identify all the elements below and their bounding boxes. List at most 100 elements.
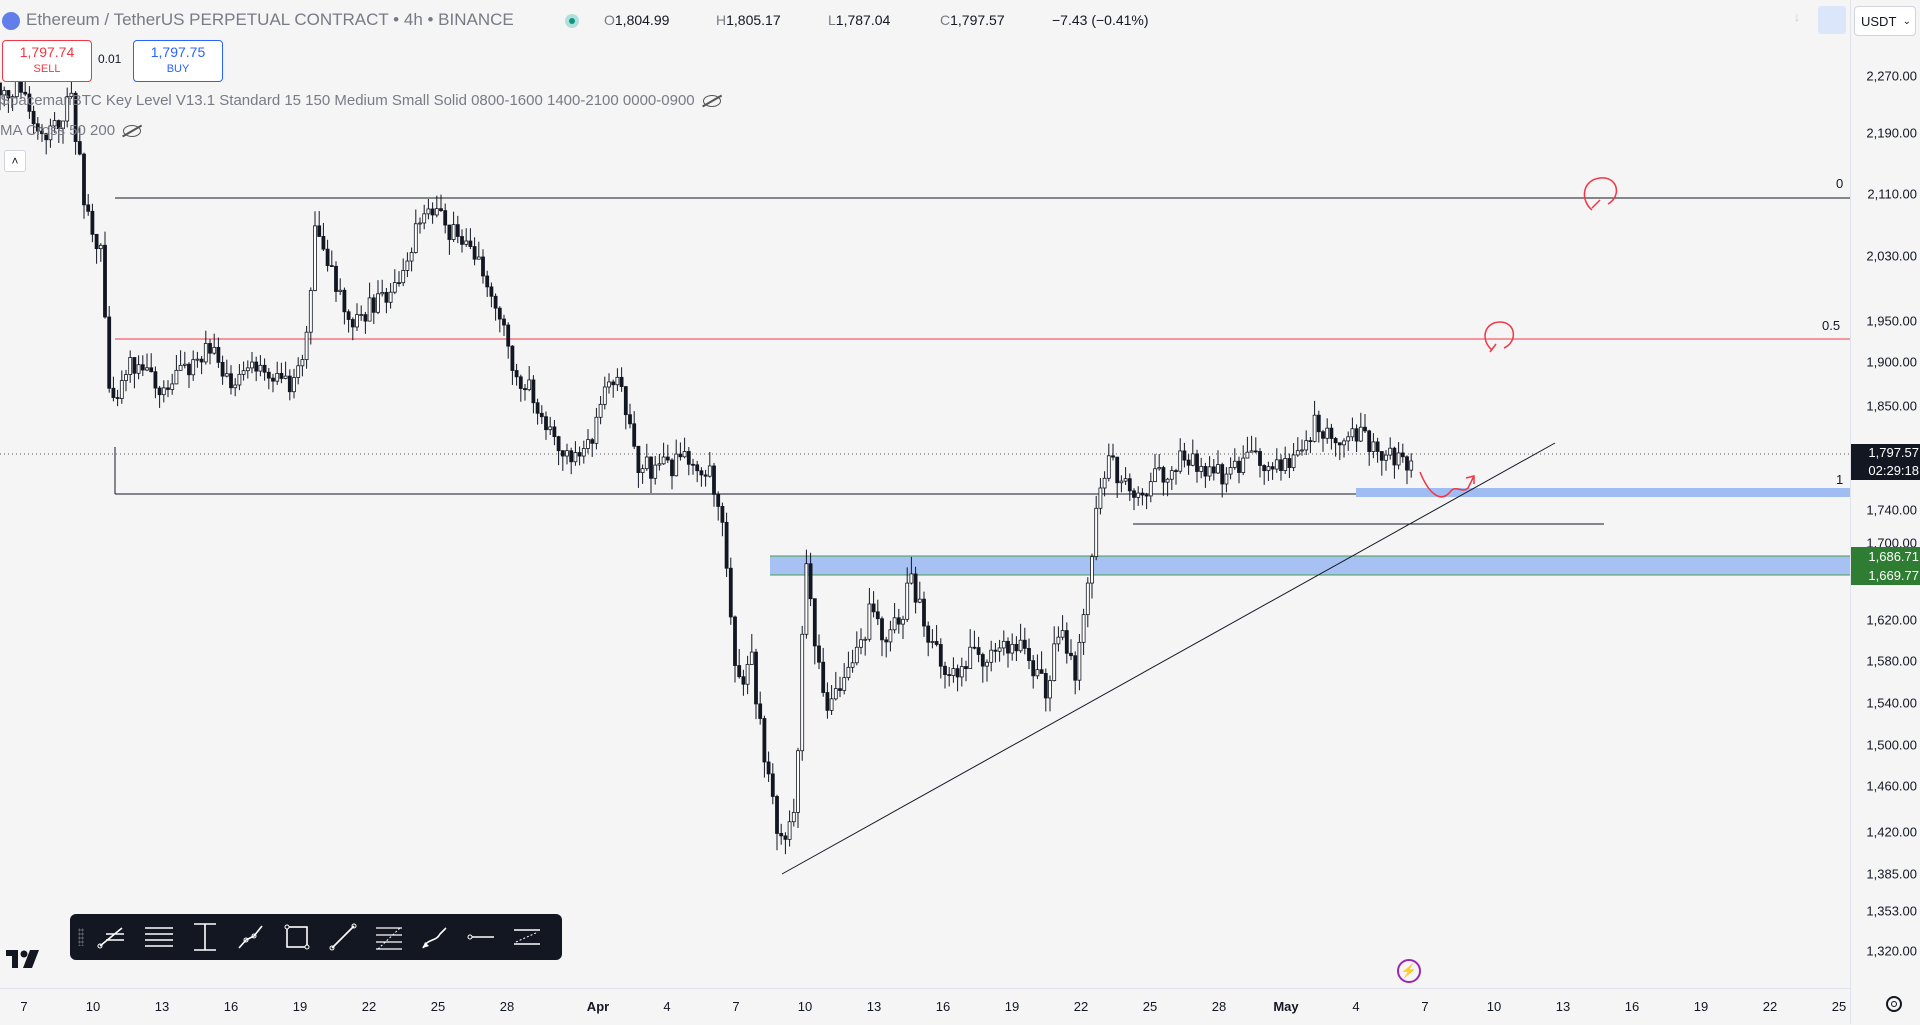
settings-gear-icon[interactable] bbox=[1886, 996, 1902, 1012]
candle-body bbox=[1333, 438, 1338, 444]
buy-button[interactable]: 1,797.75 BUY bbox=[133, 40, 223, 82]
indicator-key-level[interactable]: SpacemanBTC Key Level V13.1 Standard 15 … bbox=[0, 92, 721, 109]
hide-eye-icon[interactable] bbox=[123, 125, 142, 138]
candle-body bbox=[1106, 455, 1111, 479]
candle-body bbox=[1094, 507, 1099, 558]
candle-body bbox=[623, 386, 628, 416]
candle-body bbox=[972, 646, 977, 649]
time-tick-label: 22 bbox=[1762, 999, 1778, 1014]
time-tick-label: 13 bbox=[866, 999, 882, 1014]
currency-select[interactable]: USDT ⌄ bbox=[1854, 6, 1916, 36]
demand-zone-rect[interactable] bbox=[770, 556, 1850, 575]
candle-body bbox=[157, 387, 162, 396]
price-chart[interactable]: 00.51 bbox=[0, 0, 1850, 988]
candle-body bbox=[1354, 428, 1359, 442]
chart-area[interactable]: 0 0.5 1 bbox=[0, 0, 1850, 988]
fib-level-label: 0.5 bbox=[1822, 318, 1840, 333]
candle-body bbox=[926, 625, 931, 643]
horizontal-ray-tool[interactable] bbox=[464, 920, 498, 954]
candle-body bbox=[1216, 464, 1220, 474]
time-tick-label: 19 bbox=[292, 999, 308, 1014]
candle-body bbox=[304, 331, 309, 361]
candle-body bbox=[749, 651, 754, 665]
line-tool[interactable] bbox=[326, 920, 360, 954]
time-tick-label: 7 bbox=[732, 999, 740, 1014]
symbol-title[interactable]: Ethereum / TetherUS PERPETUAL CONTRACT •… bbox=[26, 10, 514, 29]
candle-body bbox=[787, 821, 792, 840]
candle-body bbox=[464, 240, 469, 245]
rectangle-tool[interactable] bbox=[280, 920, 314, 954]
time-tick-label: 16 bbox=[1624, 999, 1640, 1014]
candle-body bbox=[61, 120, 65, 130]
horizontal-lines-tool[interactable] bbox=[142, 920, 176, 954]
ohlc-value: −7.43 (−0.41%) bbox=[1052, 12, 1149, 28]
time-tick-label: 28 bbox=[499, 999, 515, 1014]
candle-body bbox=[254, 361, 259, 372]
candle-body bbox=[447, 224, 452, 240]
red-circle-arrow-annotation[interactable] bbox=[1583, 177, 1618, 211]
path-icon bbox=[238, 925, 263, 949]
price-tick-label: 1,850.00 bbox=[1866, 398, 1917, 414]
ascending-trend-line[interactable] bbox=[781, 442, 1556, 875]
hide-eye-icon[interactable] bbox=[702, 95, 721, 108]
candle-body bbox=[485, 275, 490, 288]
candle-body bbox=[271, 377, 275, 382]
price-tick-label: 2,110.00 bbox=[1867, 186, 1917, 202]
candle-body bbox=[703, 474, 708, 477]
red-circle-arrow-annotation[interactable] bbox=[1484, 321, 1514, 353]
time-tick-label: 22 bbox=[1073, 999, 1089, 1014]
candle-body bbox=[367, 297, 372, 322]
retest-zone-rect[interactable] bbox=[1356, 488, 1850, 497]
candle-body bbox=[531, 379, 536, 404]
candle-body bbox=[1371, 441, 1376, 452]
candle-body bbox=[86, 204, 91, 212]
candle-body bbox=[19, 81, 23, 93]
indicator-ma-cross[interactable]: MA Cross 50 200 bbox=[0, 122, 142, 139]
candle-body bbox=[640, 468, 645, 473]
candle-body bbox=[863, 638, 868, 641]
candle-body bbox=[1081, 614, 1086, 643]
lightning-icon[interactable]: ⚡ bbox=[1397, 959, 1421, 983]
download-icon[interactable]: ↓ bbox=[1794, 10, 1800, 24]
candle-body bbox=[426, 208, 431, 215]
candle-body bbox=[1178, 450, 1183, 472]
fib-tool[interactable] bbox=[372, 920, 406, 954]
candle-body bbox=[758, 703, 763, 719]
candle-body bbox=[968, 646, 973, 670]
candle-body bbox=[716, 494, 721, 507]
parallel-channel-tool[interactable] bbox=[510, 920, 544, 954]
trend-line-tool[interactable] bbox=[96, 920, 130, 954]
candle-body bbox=[1363, 426, 1367, 432]
price-tick-label: 1,900.00 bbox=[1866, 354, 1917, 370]
candle-body bbox=[657, 463, 662, 466]
snapshot-icon[interactable] bbox=[1818, 6, 1846, 34]
candle-body bbox=[560, 450, 565, 457]
candle-body bbox=[1031, 660, 1036, 677]
candle-body bbox=[1123, 478, 1128, 482]
candle-body bbox=[825, 692, 830, 711]
symbol-logo[interactable] bbox=[2, 12, 20, 30]
sell-button[interactable]: 1,797.74 SELL bbox=[2, 40, 92, 82]
drawing-toolbar[interactable] bbox=[70, 914, 562, 960]
candle-body bbox=[1266, 466, 1271, 472]
indicator-ma-cross-label: MA Cross 50 200 bbox=[0, 122, 116, 139]
candle-body bbox=[1119, 480, 1124, 484]
collapse-chevron-up-icon[interactable]: ˄ bbox=[4, 150, 26, 172]
time-axis[interactable]: 7 10 13 16 19 22 25 28 Apr 4 7 10 13 16 19 22 25 28 May 4 7 1… bbox=[0, 988, 1850, 1025]
candle-body bbox=[804, 563, 809, 635]
toolbar-drag-handle[interactable] bbox=[78, 928, 84, 946]
candle-body bbox=[409, 252, 414, 262]
candle-body bbox=[1136, 492, 1141, 498]
candle-body bbox=[653, 464, 658, 479]
vertical-line-tool[interactable] bbox=[188, 920, 222, 954]
candle-body bbox=[497, 307, 502, 320]
price-axis[interactable]: 2,270.00 2,190.00 2,110.00 2,030.00 1,950.00… bbox=[1850, 0, 1920, 1024]
candle-body bbox=[1161, 467, 1166, 483]
price-tick-label: 1,320.00 bbox=[1866, 943, 1917, 959]
candle-body bbox=[892, 617, 897, 631]
path-tool[interactable] bbox=[234, 920, 268, 954]
brush-tool[interactable] bbox=[418, 920, 452, 954]
red-bounce-arrow-annotation[interactable] bbox=[1419, 471, 1475, 498]
candle-body bbox=[287, 375, 292, 393]
candle-body bbox=[174, 369, 179, 385]
